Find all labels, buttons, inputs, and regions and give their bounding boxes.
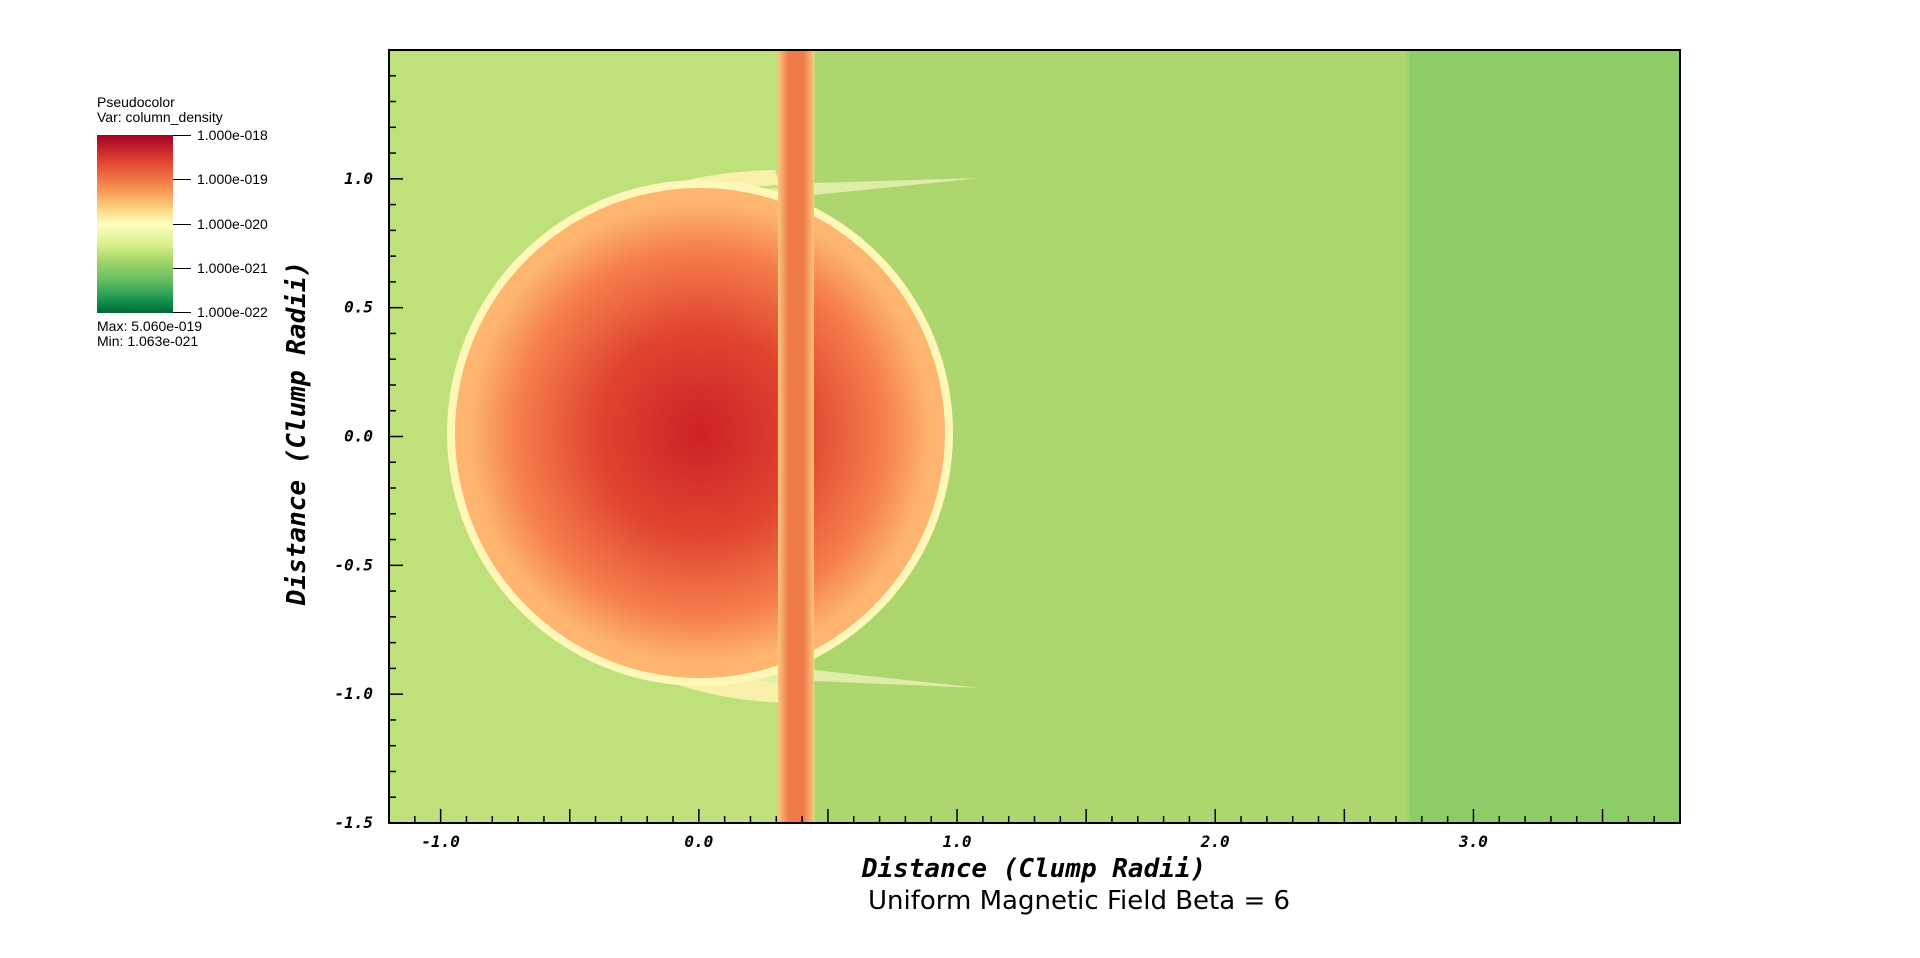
y-axis-tick-labels: 1.0 0.5 0.0 -0.5 -1.0 -1.5 <box>334 169 373 832</box>
heatmap-downstream-region <box>1410 50 1680 823</box>
colorbar-tick <box>173 224 191 225</box>
colorbar-tick-label: 1.000e-020 <box>197 216 268 232</box>
y-axis-label: Distance (Clump Radii) <box>282 261 312 606</box>
y-tick-label: -1.5 <box>334 813 373 832</box>
heatmap-image <box>389 50 1680 823</box>
filament-streak-top <box>814 178 980 195</box>
colorbar-tick <box>173 135 191 136</box>
colorbar-tick-label: 1.000e-018 <box>197 127 268 143</box>
colorbar-tick-label: 1.000e-022 <box>197 304 268 320</box>
colorbar-gradient <box>97 135 173 313</box>
x-tick-label: -1.0 <box>421 832 460 851</box>
clump-core <box>455 188 945 678</box>
x-axis-ticks <box>414 809 1681 823</box>
colorbar-tick-label: 1.000e-019 <box>197 171 268 187</box>
y-tick-label: 1.0 <box>344 169 373 188</box>
y-tick-label: -1.0 <box>334 684 373 703</box>
y-axis-ticks <box>389 49 403 824</box>
x-tick-label: 3.0 <box>1458 832 1488 851</box>
colorbar-tick <box>173 179 191 180</box>
colorbar-tick <box>173 312 191 313</box>
x-axis-tick-labels: -1.0 0.0 1.0 2.0 3.0 <box>421 832 1488 851</box>
filament-streak-bottom <box>814 670 980 688</box>
x-tick-label: 1.0 <box>943 832 972 851</box>
y-tick-label: 0.0 <box>344 427 373 446</box>
legend-min: Min: 1.063e-021 <box>97 333 199 349</box>
plot-caption: Uniform Magnetic Field Beta = 6 <box>868 886 1291 916</box>
x-tick-label: 0.0 <box>684 832 713 851</box>
x-axis-label: Distance (Clump Radii) <box>861 854 1206 884</box>
legend-plot-type: Pseudocolor <box>97 94 175 110</box>
legend-variable: Var: column_density <box>97 109 223 125</box>
y-tick-label: -0.5 <box>334 555 373 574</box>
colorbar-tick-label: 1.000e-021 <box>197 260 268 276</box>
colorbar-legend: Pseudocolor Var: column_density 1.000e-0… <box>97 95 317 365</box>
colorbar-tick <box>173 268 191 269</box>
legend-max: Max: 5.060e-019 <box>97 318 203 334</box>
x-tick-label: 2.0 <box>1200 832 1230 851</box>
y-tick-label: 0.5 <box>344 298 373 317</box>
vertical-filament <box>778 50 814 823</box>
